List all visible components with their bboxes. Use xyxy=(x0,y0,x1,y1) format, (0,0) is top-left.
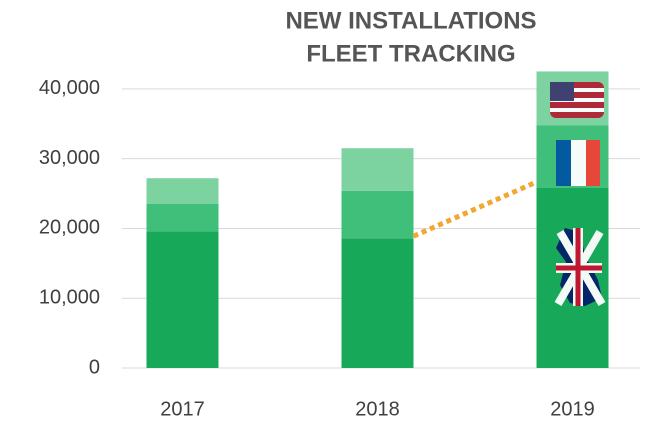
x-tick-label: 2017 xyxy=(160,398,205,420)
bar-segment xyxy=(341,148,414,191)
uk-flag xyxy=(554,228,606,307)
bar-segment xyxy=(341,190,414,239)
chart-title: FLEET TRACKING xyxy=(306,40,515,67)
y-tick-label: 10,000 xyxy=(39,287,100,309)
france-flag xyxy=(556,140,600,186)
us-flag xyxy=(550,82,604,118)
bar-segment xyxy=(146,231,219,368)
y-tick-label: 40,000 xyxy=(39,77,100,99)
chart-title: NEW INSTALLATIONS xyxy=(285,7,536,34)
x-tick-label: 2019 xyxy=(550,398,595,420)
y-tick-label: 0 xyxy=(89,356,100,378)
trend-arrow xyxy=(412,179,538,239)
bars xyxy=(146,71,609,368)
bar-segment xyxy=(146,204,219,232)
bar-segment xyxy=(341,238,414,368)
y-tick-label: 20,000 xyxy=(39,217,100,239)
bar-segment xyxy=(146,178,219,205)
flags xyxy=(550,82,606,307)
x-tick-label: 2018 xyxy=(355,398,400,420)
y-tick-label: 30,000 xyxy=(39,147,100,169)
